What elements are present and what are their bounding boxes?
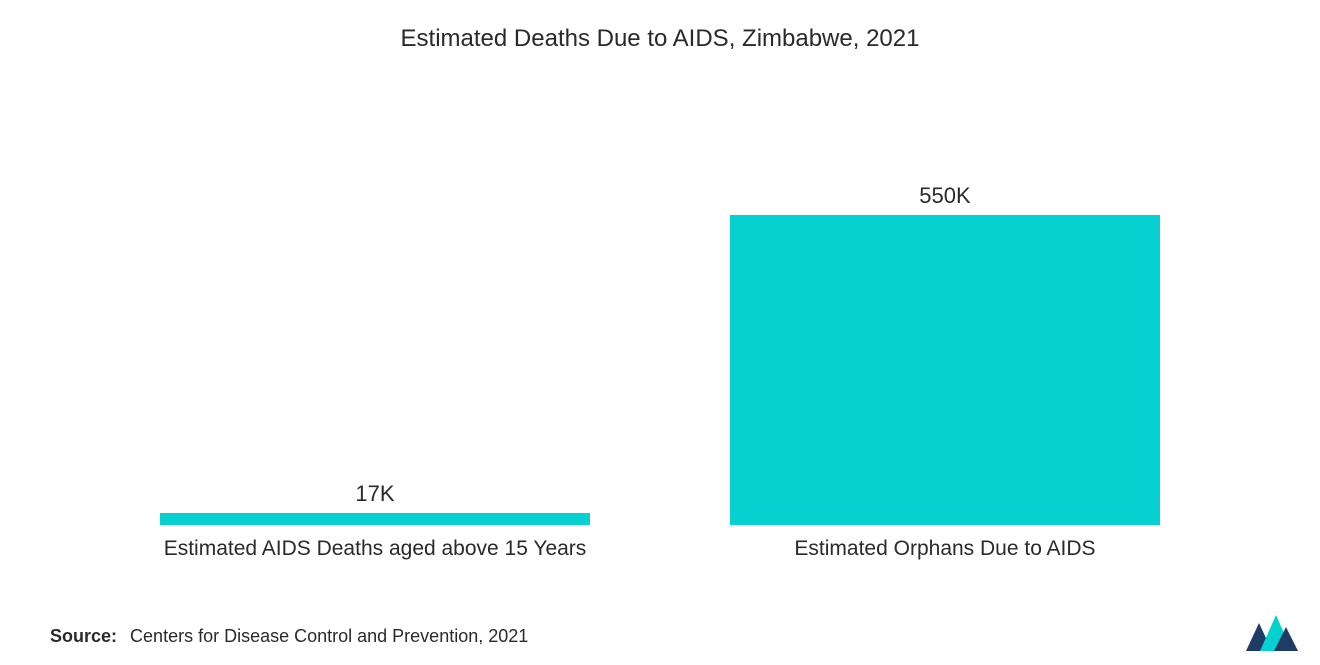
chart-plot-area: 17K Estimated AIDS Deaths aged above 15 … xyxy=(50,63,1270,563)
bar-group-1: 550K Estimated Orphans Due to AIDS xyxy=(730,63,1160,563)
bar-0 xyxy=(160,513,590,525)
chart-title: Estimated Deaths Due to AIDS, Zimbabwe, … xyxy=(50,25,1270,53)
source-attribution: Source: Centers for Disease Control and … xyxy=(50,626,528,647)
bar-1 xyxy=(730,215,1160,525)
bar-value-label-0: 17K xyxy=(355,481,394,507)
bar-group-0: 17K Estimated AIDS Deaths aged above 15 … xyxy=(160,63,590,563)
bar-value-label-1: 550K xyxy=(919,183,970,209)
source-text: Centers for Disease Control and Preventi… xyxy=(130,626,528,646)
bar-category-label-1: Estimated Orphans Due to AIDS xyxy=(794,535,1095,563)
bar-category-label-0: Estimated AIDS Deaths aged above 15 Year… xyxy=(164,535,587,563)
source-label: Source: xyxy=(50,626,117,646)
brand-logo-icon xyxy=(1246,613,1298,651)
